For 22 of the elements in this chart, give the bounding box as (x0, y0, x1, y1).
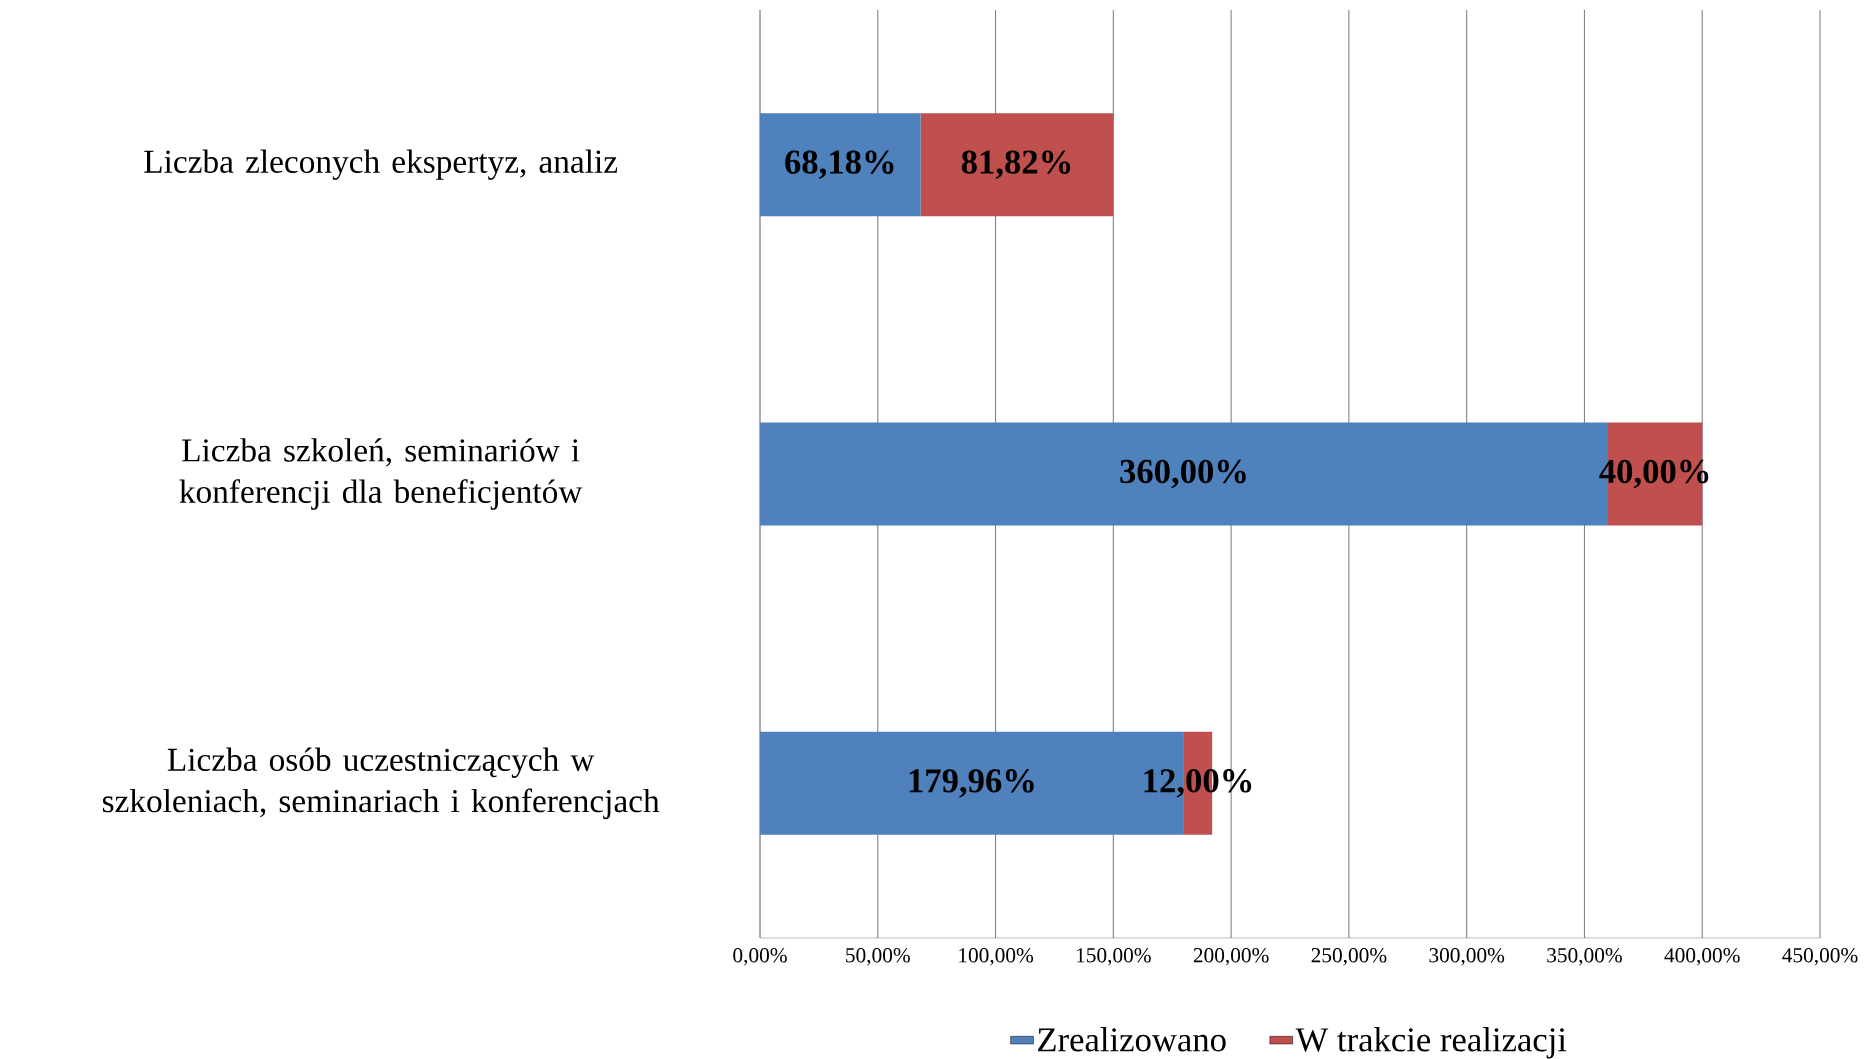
x-tick-label: 350,00% (1547, 948, 1622, 966)
data-label: 179,96% (909, 769, 1034, 798)
x-tick-label: 400,00% (1664, 948, 1740, 966)
x-tick-label: 100,00% (959, 948, 1034, 966)
x-tick-label: 0,00% (733, 948, 787, 966)
y-tick-label: Liczba szkoleń, seminariów i konferencji dla beneficjentów (179, 438, 583, 510)
data-label: 360,00% (1120, 459, 1246, 489)
y-tick-label: Liczba zleconych ekspertyz, analiz (144, 149, 618, 180)
data-label: 81,82% (961, 150, 1071, 179)
x-tick-label: 300,00% (1429, 948, 1505, 966)
legend-label: Zrealizowano (1038, 1027, 1226, 1052)
data-label: 68,18% (785, 150, 894, 179)
x-tick-label: 50,00% (846, 948, 910, 966)
data-label: 12,00% (1144, 769, 1252, 798)
x-tick-label: 200,00% (1193, 948, 1269, 966)
x-tick-label: 450,00% (1782, 948, 1858, 966)
bar (920, 113, 1114, 217)
x-tick-label: 250,00% (1311, 948, 1387, 966)
legend-label: W trakcie realizacji (1295, 1027, 1567, 1059)
y-tick-label: Liczba osób uczestniczących w szkoleniach, seminariach i konferencjach (102, 747, 660, 820)
bar (760, 113, 921, 217)
x-tick-label: 150,00% (1077, 948, 1151, 966)
